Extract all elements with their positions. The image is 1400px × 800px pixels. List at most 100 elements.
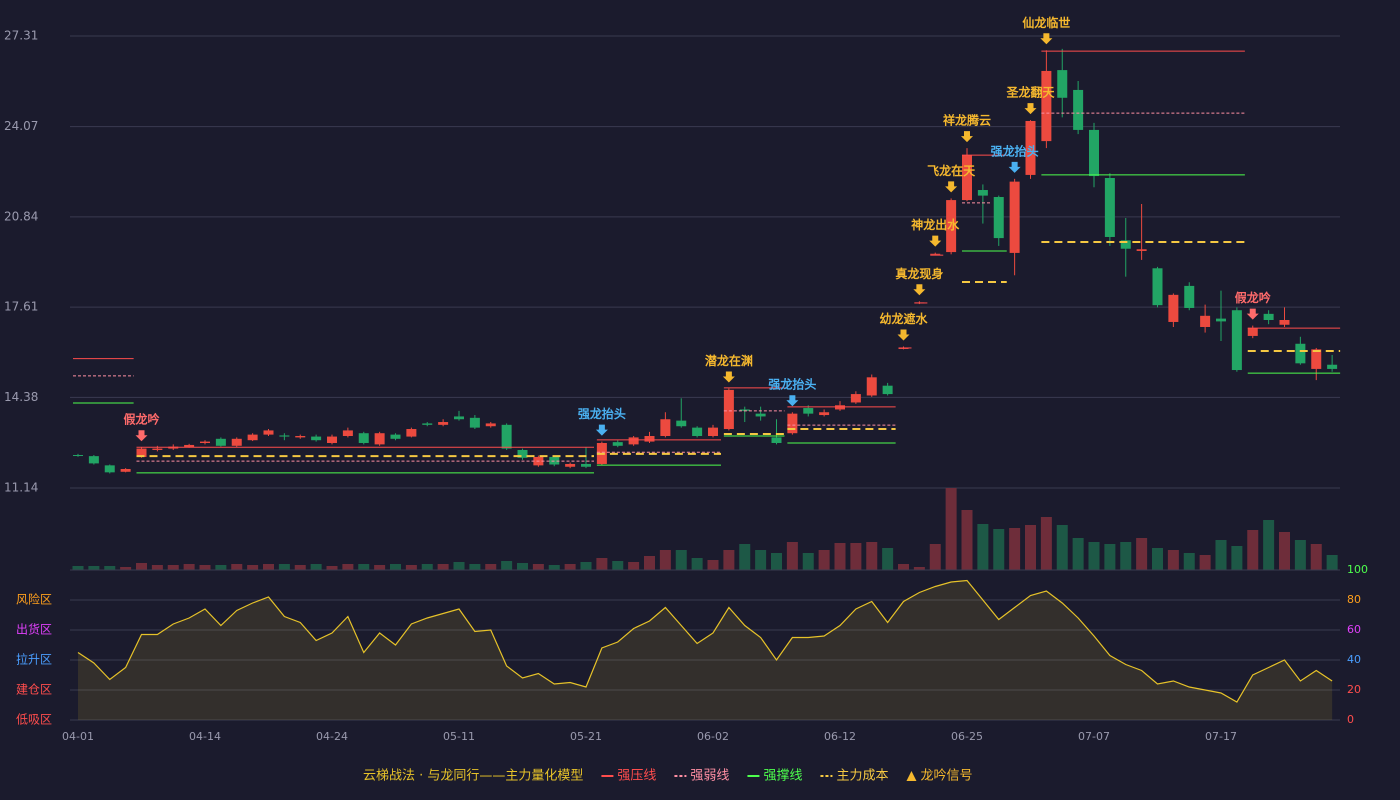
volume-bar xyxy=(263,564,274,570)
candle-body xyxy=(882,385,893,395)
y2-tick-label: 60 xyxy=(1347,623,1361,636)
candle-body xyxy=(1152,268,1163,306)
signal-arrow xyxy=(945,181,958,193)
y2-tick-label: 20 xyxy=(1347,683,1361,696)
volume-bar xyxy=(1167,550,1179,570)
candle-body xyxy=(803,408,814,414)
zone-label: 拉升区 xyxy=(16,652,52,667)
volume-bar xyxy=(834,543,846,570)
signal-label: 潜龙在渊 xyxy=(705,353,753,368)
legend-label: 龙吟信号 xyxy=(920,768,972,784)
candle-body xyxy=(1057,70,1068,98)
y2-tick-label: 80 xyxy=(1347,593,1361,606)
indicator-area xyxy=(78,580,1333,720)
candle-body xyxy=(1295,343,1306,364)
volume-bar xyxy=(850,543,862,570)
volume-bar xyxy=(1152,548,1163,570)
candle-body xyxy=(184,444,195,448)
volume-bar xyxy=(564,564,576,570)
x-tick-label: 04-01 xyxy=(62,730,94,743)
volume-bar xyxy=(104,566,116,570)
volume-bar xyxy=(1247,530,1259,570)
volume-bar xyxy=(199,565,211,570)
volume-bar xyxy=(707,560,719,570)
candle-body xyxy=(1263,313,1274,321)
volume-bar xyxy=(882,548,894,570)
candle-body xyxy=(1168,294,1179,322)
volume-bar xyxy=(739,544,751,570)
x-tick-label: 06-25 xyxy=(951,730,983,743)
legend-label: 强压线 xyxy=(617,769,656,784)
signal-label: 真龙现身 xyxy=(895,266,943,281)
volume-bar xyxy=(278,564,290,570)
candle-body xyxy=(612,442,623,446)
volume-bar xyxy=(183,564,195,570)
candle-body xyxy=(200,441,210,443)
volume-bar xyxy=(802,553,814,570)
candle-body xyxy=(628,437,639,445)
candle-body xyxy=(676,420,687,427)
signal-label: 强龙抬头 xyxy=(991,143,1039,158)
volume-bar xyxy=(1056,525,1068,570)
candle-body xyxy=(581,463,591,467)
candle-body xyxy=(295,436,306,438)
candle-body xyxy=(1231,310,1242,371)
volume-bar xyxy=(580,562,592,570)
candle-body xyxy=(1200,315,1211,327)
candle-body xyxy=(962,155,972,201)
y2-tick-label: 40 xyxy=(1347,653,1361,666)
candle-body xyxy=(279,435,290,437)
volume-bar xyxy=(120,567,132,570)
volume-bar xyxy=(612,561,624,570)
candle-body xyxy=(1120,240,1131,249)
zone-label: 出货区 xyxy=(16,622,52,637)
candle-body xyxy=(422,423,433,425)
x-tick-label: 04-14 xyxy=(189,730,221,743)
x-tick-label: 07-07 xyxy=(1078,730,1110,743)
signal-label: 神龙出水 xyxy=(911,217,960,232)
candle-body xyxy=(1216,318,1226,322)
candle-body xyxy=(993,197,1004,239)
volume-bar xyxy=(390,564,401,570)
candle-body xyxy=(1136,249,1147,251)
y2-tick-label: 0 xyxy=(1347,713,1354,726)
candle-body xyxy=(485,423,496,427)
candle-body xyxy=(438,422,449,425)
legend-title: 云梯战法 · 与龙同行——主力量化模型 xyxy=(363,769,583,784)
volume-bar xyxy=(517,563,528,570)
candle-body xyxy=(1009,181,1020,253)
candle-body xyxy=(1279,320,1290,325)
volume-bar xyxy=(294,565,306,570)
volume-bar xyxy=(405,565,417,570)
candle-body xyxy=(1247,328,1258,336)
candle-body xyxy=(469,417,480,428)
volume-bar xyxy=(374,565,386,570)
volume-bar xyxy=(1072,538,1084,570)
candle-body xyxy=(1073,89,1084,130)
candle-body xyxy=(327,436,337,443)
volume-bar xyxy=(723,550,735,570)
volume-bar xyxy=(151,565,163,570)
candle-body xyxy=(517,449,528,458)
x-tick-label: 05-21 xyxy=(570,730,602,743)
volume-bar xyxy=(786,542,798,570)
candle-body xyxy=(73,455,83,457)
volume-bar xyxy=(1088,542,1100,570)
x-tick-label: 04-24 xyxy=(316,730,348,743)
volume-bar xyxy=(644,556,655,570)
indicator-line xyxy=(77,579,1333,703)
legend-label: 主力成本 xyxy=(836,769,888,784)
volume-bar xyxy=(1104,544,1116,570)
candle-body xyxy=(819,412,830,416)
candle-body xyxy=(215,438,226,446)
candle-body xyxy=(311,436,322,441)
volume-bar xyxy=(1120,542,1132,570)
volume-bar xyxy=(72,566,84,570)
y-tick-label: 27.31 xyxy=(4,29,38,43)
zone-label: 低吸区 xyxy=(16,713,52,727)
candle-body xyxy=(787,413,798,434)
volume-bar xyxy=(1009,528,1021,570)
signal-arrow xyxy=(1024,103,1037,115)
x-tick-label: 05-11 xyxy=(443,730,475,743)
